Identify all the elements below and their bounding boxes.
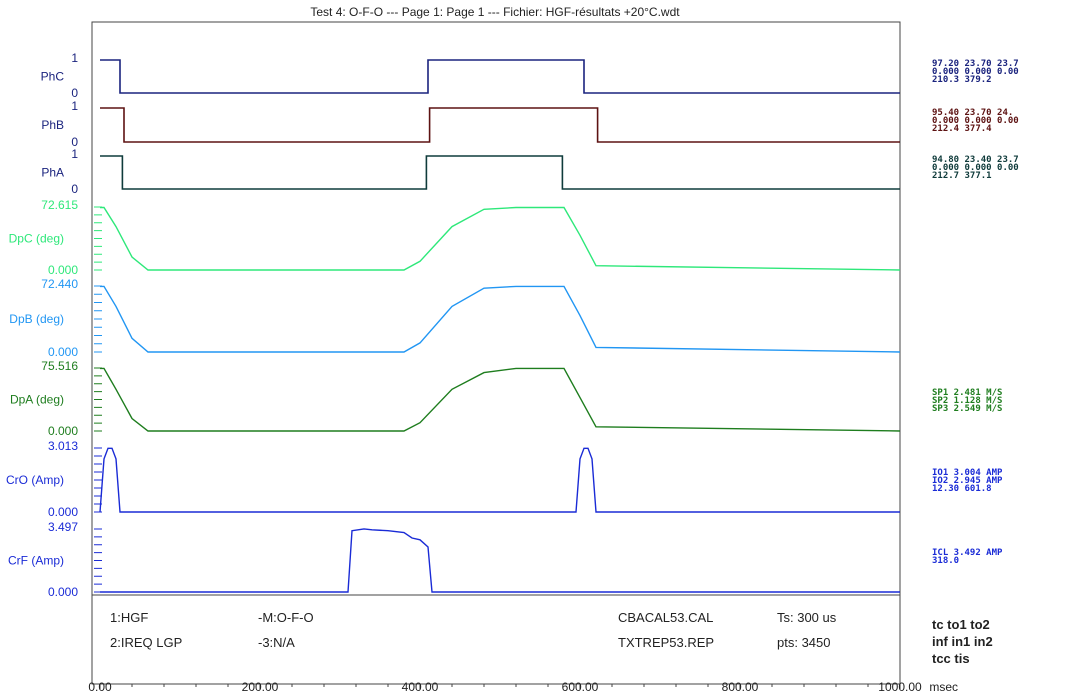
trace-3	[100, 206, 901, 271]
trace-1	[100, 107, 900, 143]
trace-7	[100, 528, 900, 593]
x-tick-label: 0.00	[88, 680, 112, 692]
info-row2-item: TXTREP53.REP	[618, 635, 714, 650]
x-axis-ticks: 0.00 200.00 400.00 600.00 800.00 1000.00 msec	[88, 680, 958, 692]
trace-2	[100, 155, 900, 190]
axis-ticks-6	[94, 447, 102, 513]
trace-6	[99, 447, 900, 513]
readout-line: IO1 3.004 AMP	[932, 468, 1003, 478]
x-tick-label: 600.00	[562, 680, 599, 692]
trace-4	[100, 285, 901, 353]
channel-min-label: 0	[71, 182, 78, 196]
readout-line: 318.0	[932, 556, 959, 566]
channel-min-label: 0.000	[48, 263, 78, 277]
axis-ticks-3	[94, 206, 102, 271]
info-right-item: inf in1 in2	[932, 634, 993, 649]
axis-ticks-7	[94, 528, 102, 593]
x-tick-label: 800.00	[722, 680, 759, 692]
info-right-item: tc to1 to2	[932, 617, 990, 632]
channel-max-label: 1	[71, 99, 78, 113]
trace-5	[100, 367, 901, 432]
readout-line: 210.3 379.2	[932, 75, 992, 85]
channel-name: PhC	[41, 70, 65, 84]
channel-name: DpA (deg)	[10, 393, 64, 407]
x-tick-label: 1000.00	[878, 680, 922, 692]
readout-line: 212.7 377.1	[932, 171, 992, 181]
channel-name: DpC (deg)	[9, 232, 64, 246]
info-row1-item: -M:O-F-O	[258, 610, 314, 625]
channel-max-label: 1	[71, 51, 78, 65]
channel-min-label: 0.000	[48, 345, 78, 359]
channel-min-label: 0	[71, 135, 78, 149]
readout-line: SP2 1.128 M/S	[932, 396, 1002, 406]
readout-line: 95.40 23.70 24.	[932, 108, 1013, 118]
channel-max-label: 72.615	[41, 198, 78, 212]
info-row2-item: 2:IREQ LGP	[110, 635, 182, 650]
info-row1-item: 1:HGF	[110, 610, 148, 625]
trace-group	[94, 59, 901, 593]
channel-name: PhA	[41, 166, 64, 180]
readout-line: 97.20 23.70 23.7	[932, 59, 1019, 69]
channel-name: PhB	[41, 118, 64, 132]
readout-line: SP3 2.549 M/S	[932, 404, 1002, 414]
readout-line: 94.80 23.40 23.7	[932, 155, 1019, 165]
info-panel: 1:HGF -M:O-F-O CBACAL53.CAL Ts: 300 us 2:IRE…	[110, 610, 993, 666]
channel-max-label: 75.516	[41, 359, 78, 373]
channel-min-label: 0	[71, 86, 78, 100]
readout-line: 12.30 601.8	[932, 484, 992, 494]
channel-max-label: 72.440	[41, 277, 78, 291]
axis-ticks-5	[94, 367, 102, 432]
channel-max-label: 1	[71, 147, 78, 161]
info-row2-item: -3:N/A	[258, 635, 295, 650]
x-tick-label: 400.00	[402, 680, 439, 692]
channel-min-label: 0.000	[48, 505, 78, 519]
info-row1-item: CBACAL53.CAL	[618, 610, 713, 625]
channel-min-label: 0.000	[48, 424, 78, 438]
channel-name: CrO (Amp)	[6, 473, 64, 487]
info-row1-item: Ts: 300 us	[777, 610, 837, 625]
info-right-item: tcc tis	[932, 651, 970, 666]
channel-min-label: 0.000	[48, 585, 78, 599]
readout-line: IO2 2.945 AMP	[932, 476, 1003, 486]
channel-max-label: 3.497	[48, 520, 78, 534]
x-tick-label: 200.00	[242, 680, 279, 692]
readout-line: 0.000 0.000 0.00	[932, 116, 1019, 126]
readout-line: 212.4 377.4	[932, 124, 992, 134]
trace-0	[100, 59, 900, 94]
readout-line: 0.000 0.000 0.00	[932, 163, 1019, 173]
plot-frame	[91, 21, 901, 685]
axis-ticks-4	[94, 285, 102, 353]
readout-line: ICL 3.492 AMP	[932, 548, 1003, 558]
info-row2-item: pts: 3450	[777, 635, 831, 650]
readout-line: SP1 2.481 M/S	[932, 388, 1002, 398]
channel-name: CrF (Amp)	[8, 554, 64, 568]
x-unit-label: msec	[929, 680, 958, 692]
chart-title: Test 4: O-F-O --- Page 1: Page 1 --- Fic…	[310, 5, 680, 19]
readout-line: 0.000 0.000 0.00	[932, 67, 1019, 77]
channel-name: DpB (deg)	[9, 312, 64, 326]
channel-max-label: 3.013	[48, 439, 78, 453]
